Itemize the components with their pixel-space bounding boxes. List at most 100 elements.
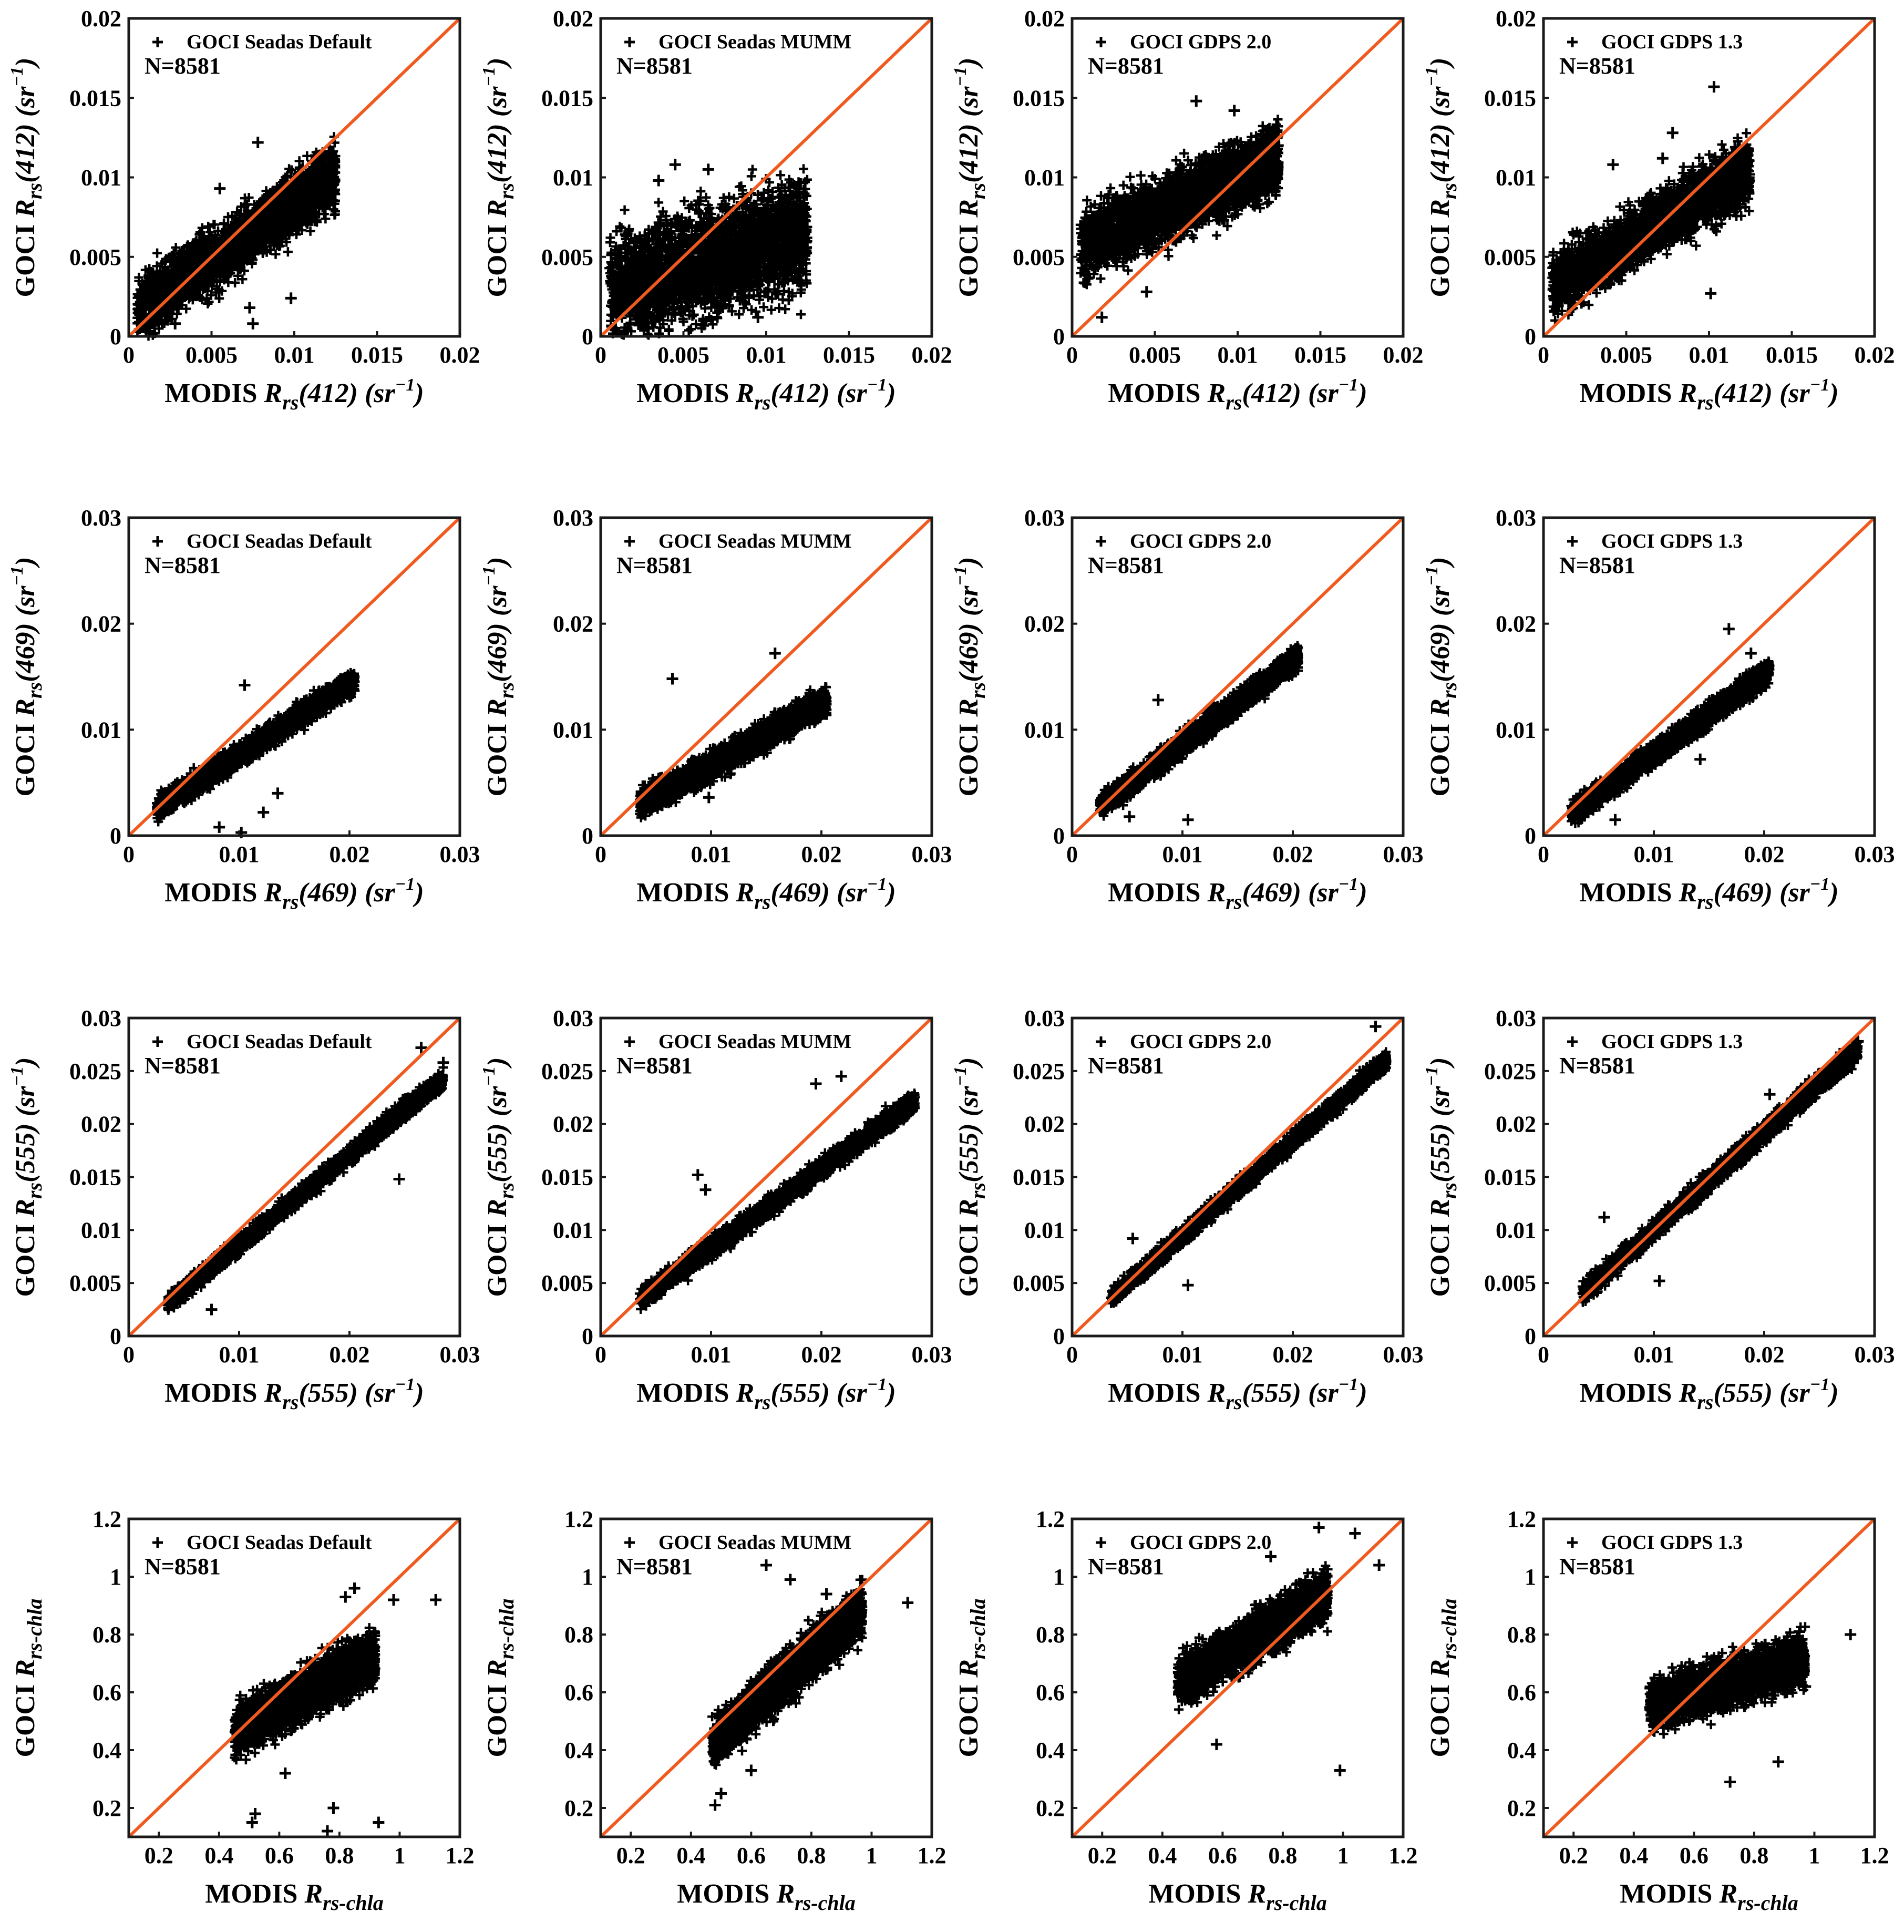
legend-label: GOCI GDPS 1.3	[1601, 1031, 1743, 1053]
outlier-point	[1607, 159, 1619, 171]
x-tick-label: 0.2	[145, 1843, 173, 1868]
legend-label: GOCI Seadas Default	[187, 1532, 372, 1554]
x-tick-label: 0.01	[1162, 841, 1203, 867]
point-cloud	[162, 1063, 448, 1315]
y-tick-label: 0.015	[69, 85, 121, 111]
x-tick-label: 0.8	[1740, 1843, 1768, 1868]
x-tick-label: 0.02	[330, 841, 370, 867]
y-axis-label: GOCI Rrs(469) (sr−1)	[1422, 557, 1461, 797]
sample-count: N=8581	[616, 552, 693, 578]
outlier-point	[1334, 1764, 1346, 1776]
point-cloud	[604, 164, 812, 340]
x-tick-label: 0.03	[1383, 1342, 1424, 1368]
x-tick-label: 0.01	[219, 1342, 260, 1368]
y-tick-label: 0.2	[92, 1795, 121, 1821]
y-tick-label: 0.01	[81, 1217, 121, 1243]
outlier-point	[1852, 1035, 1864, 1047]
scatter-points	[1095, 641, 1303, 821]
y-tick-label: 0.02	[553, 1112, 593, 1137]
scatter-points	[1577, 1036, 1863, 1307]
outlier-point	[1745, 648, 1757, 660]
x-axis-label: MODIS Rrs(412) (sr−1)	[1579, 375, 1838, 414]
y-tick-label: 0.01	[553, 1217, 593, 1243]
outlier-point	[1764, 1088, 1776, 1101]
x-tick-label: 0.03	[1855, 841, 1895, 867]
x-axis-label: MODIS Rrs-chla	[1148, 1879, 1327, 1915]
x-tick-label: 0.8	[797, 1843, 826, 1868]
y-tick-label: 0	[1053, 324, 1065, 350]
x-tick-label: 0.4	[1148, 1843, 1177, 1868]
outlier-point	[845, 1606, 857, 1617]
outlier-point	[699, 1184, 712, 1196]
legend-label: GOCI Seadas Default	[187, 1031, 372, 1053]
scatter-points	[634, 682, 832, 823]
one-to-one-line	[599, 1517, 933, 1838]
y-tick-label: 0	[1525, 1323, 1536, 1349]
y-axis-label: GOCI Rrs(555) (sr−1)	[1422, 1057, 1461, 1297]
outlier-point	[1373, 1559, 1385, 1571]
outlier-point	[1734, 673, 1746, 685]
x-tick-label: 0	[123, 841, 135, 867]
outlier-point	[1845, 1629, 1857, 1640]
point-cloud	[1095, 641, 1303, 821]
one-to-one-line	[127, 1016, 461, 1338]
y-tick-label: 0.005	[541, 1270, 593, 1296]
y-tick-label: 0.03	[1496, 1005, 1536, 1031]
panel-469-5: 0 0.01 0.02 0.03 0 0.01 0.02 0.03 GOCI Seadas MU…	[479, 505, 952, 913]
one-to-one-line	[127, 516, 461, 837]
y-tick-label: 0.005	[1484, 1270, 1536, 1296]
x-tick-label: 0.02	[1273, 841, 1313, 867]
x-tick-label: 1	[1808, 1843, 1820, 1868]
outlier-point	[279, 1767, 291, 1779]
y-tick-label: 0.02	[1024, 6, 1065, 32]
x-tick-label: 0.01	[1162, 1342, 1203, 1368]
outlier-point	[653, 174, 665, 187]
outlier-point	[702, 163, 714, 176]
y-tick-label: 1.2	[564, 1506, 593, 1532]
y-tick-label: 0.01	[1496, 165, 1536, 191]
outlier-point	[1656, 152, 1669, 165]
outlier-point	[703, 792, 715, 804]
y-tick-label: 0.005	[69, 244, 121, 270]
one-to-one-line	[599, 1016, 933, 1338]
x-axis-label: MODIS Rrs(412) (sr−1)	[164, 375, 424, 414]
x-tick-label: 0.01	[274, 342, 315, 368]
y-axis-label: GOCI Rrs-chla	[954, 1599, 990, 1758]
outlier-point	[1705, 287, 1717, 300]
x-tick-label: 0	[1538, 841, 1549, 867]
outlier-point	[1370, 1021, 1382, 1033]
x-tick-label: 0.02	[801, 841, 842, 867]
y-tick-label: 0.02	[1496, 6, 1536, 32]
point-cloud	[1577, 1036, 1863, 1307]
x-tick-label: 0	[1538, 1342, 1549, 1368]
y-tick-label: 0.015	[69, 1165, 121, 1190]
point-cloud	[1644, 1622, 1810, 1739]
x-tick-label: 0.2	[616, 1843, 645, 1868]
y-tick-label: 0.02	[1496, 611, 1536, 637]
outlier-point	[1190, 95, 1202, 107]
sample-count: N=8581	[1088, 552, 1164, 578]
x-tick-label: 0.015	[351, 342, 403, 368]
y-tick-label: 0.2	[564, 1795, 593, 1821]
x-tick-label: 0	[1538, 342, 1549, 368]
scatter-points	[1547, 128, 1755, 325]
y-tick-label: 0	[582, 1323, 593, 1349]
y-tick-label: 0.2	[1507, 1795, 1536, 1821]
outlier-point	[1096, 311, 1108, 323]
legend-label: GOCI Seadas MUMM	[658, 1031, 851, 1053]
outlier-point	[784, 1574, 796, 1586]
legend-label: GOCI Seadas Default	[187, 530, 372, 552]
sample-count: N=8581	[1559, 53, 1635, 79]
scatter-points	[152, 667, 360, 827]
y-tick-label: 0.01	[1024, 717, 1065, 743]
y-tick-label: 0	[110, 1323, 121, 1349]
outlier-point	[820, 1588, 832, 1600]
x-tick-label: 0.02	[801, 1342, 842, 1368]
one-to-one-line	[1071, 17, 1405, 338]
x-tick-label: 0.6	[737, 1843, 766, 1868]
x-axis-label: MODIS Rrs(469) (sr−1)	[636, 875, 896, 913]
outlier-point	[769, 648, 781, 660]
legend-marker	[624, 1537, 635, 1548]
scatter-points	[1644, 1622, 1810, 1739]
